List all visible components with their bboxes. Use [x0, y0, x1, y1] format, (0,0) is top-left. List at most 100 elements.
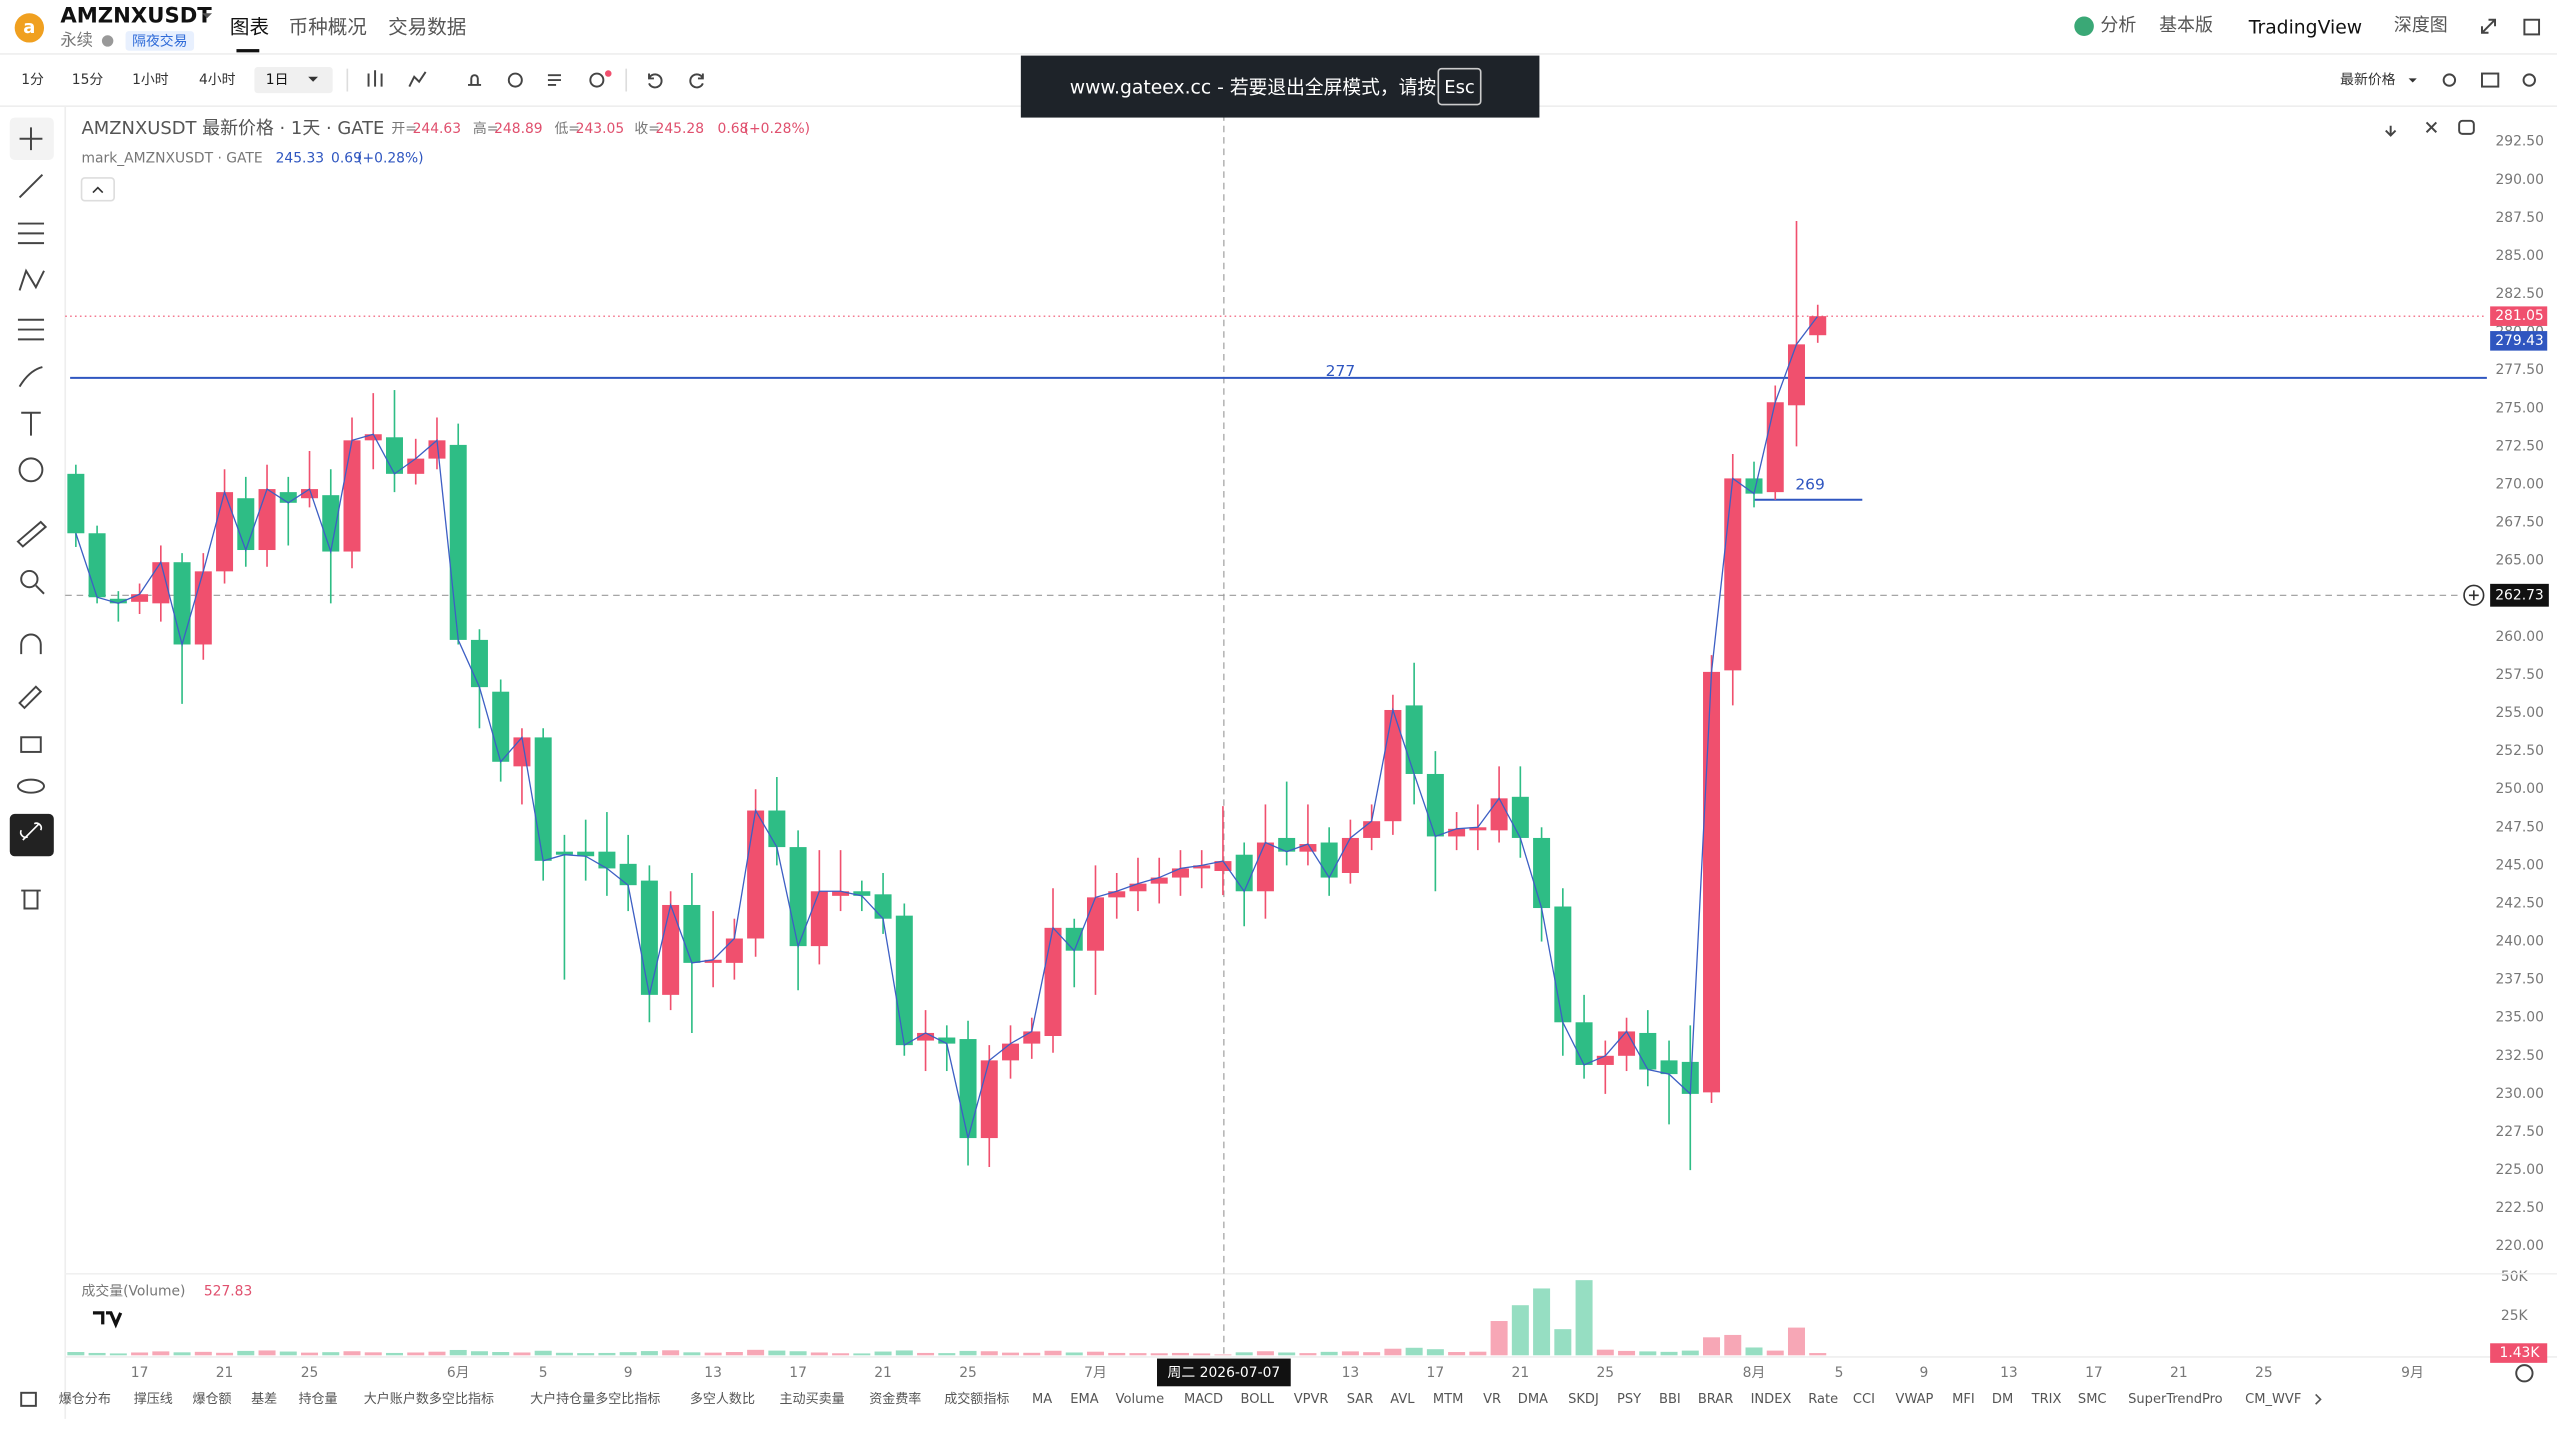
- candle-body: [704, 959, 722, 963]
- y-tick-label: 227.50: [2495, 1124, 2544, 1140]
- indicator-tab[interactable]: 持仓量: [298, 1392, 337, 1407]
- indicator-tab[interactable]: 成交额指标: [944, 1391, 1009, 1407]
- indicator-tab[interactable]: PSY: [1617, 1392, 1641, 1407]
- volume-bar: [747, 1349, 765, 1356]
- x-tick-label: 13: [1342, 1365, 1360, 1381]
- tab[interactable]: 图表: [230, 15, 269, 38]
- indicator-tab[interactable]: SMC: [2078, 1392, 2107, 1407]
- interval-caret[interactable]: [308, 76, 318, 82]
- pane-icon[interactable]: [2458, 119, 2475, 135]
- ohlc-label: 收=: [634, 121, 659, 137]
- indicator-tab[interactable]: DMA: [1518, 1392, 1548, 1407]
- y-tick-label: 237.50: [2495, 972, 2544, 988]
- candle-body: [1766, 402, 1784, 493]
- indicator-tab[interactable]: VR: [1483, 1392, 1501, 1407]
- candle-body: [301, 489, 319, 499]
- volume-bar: [917, 1352, 935, 1356]
- calendar-icon[interactable]: [20, 1391, 37, 1407]
- candle-body: [1405, 705, 1423, 774]
- indicator-tab[interactable]: 爆仓分布: [59, 1392, 111, 1407]
- candle-body: [173, 562, 191, 645]
- price-source[interactable]: 最新价格: [2340, 72, 2396, 88]
- interval[interactable]: 1小时: [132, 72, 169, 88]
- menu-item[interactable]: 深度图: [2394, 15, 2448, 36]
- indicator-tab[interactable]: 大户持仓量多空比指标: [530, 1391, 660, 1407]
- drawing-tools[interactable]: [16, 127, 48, 910]
- tabs-next[interactable]: [2315, 1393, 2322, 1405]
- volume-legend: 成交量(Volume): [82, 1283, 186, 1300]
- volume-bar: [768, 1350, 786, 1356]
- indicator-tab[interactable]: BOLL: [1241, 1392, 1275, 1407]
- indicator-tab[interactable]: INDEX: [1751, 1392, 1792, 1407]
- volume-bar: [407, 1352, 425, 1356]
- interval[interactable]: 15分: [72, 72, 104, 88]
- indicator-tab[interactable]: SAR: [1347, 1392, 1373, 1407]
- analysis-icon[interactable]: [2074, 16, 2094, 37]
- interval[interactable]: 4小时: [199, 72, 236, 88]
- tab[interactable]: 交易数据: [388, 15, 466, 38]
- volume-bar: [67, 1352, 85, 1356]
- window-icon[interactable]: [2523, 18, 2541, 36]
- symbol-caret[interactable]: [202, 13, 212, 19]
- interval[interactable]: 1日: [266, 72, 289, 88]
- volume-bar: [1639, 1351, 1657, 1356]
- y-tick-label: 292.50: [2495, 134, 2544, 150]
- volume-bar: [1002, 1352, 1020, 1356]
- volume-bar: [895, 1350, 913, 1356]
- logo[interactable]: [14, 13, 45, 43]
- toolbar-icons[interactable]: [367, 70, 2536, 89]
- indicator-tab[interactable]: Volume: [1116, 1392, 1164, 1407]
- candle-body: [1639, 1032, 1657, 1070]
- indicator-tab[interactable]: DM: [1992, 1392, 2013, 1407]
- volume-bar: [1065, 1352, 1083, 1356]
- settings-icon[interactable]: [2515, 1364, 2534, 1383]
- indicator-tab[interactable]: MTM: [1433, 1392, 1463, 1407]
- indicator-tab[interactable]: AVL: [1390, 1392, 1415, 1407]
- indicator-tab[interactable]: MACD: [1184, 1392, 1223, 1407]
- indicator-tab[interactable]: MFI: [1952, 1392, 1975, 1407]
- menu-item[interactable]: 基本版: [2159, 15, 2213, 36]
- candle-body: [1150, 877, 1168, 884]
- x-tick-label: 17: [1427, 1365, 1445, 1381]
- indicator-tab[interactable]: 基差: [251, 1392, 277, 1407]
- indicator-tab[interactable]: MA: [1032, 1392, 1052, 1407]
- info-icon[interactable]: [101, 35, 114, 47]
- indicator-tab[interactable]: 资金费率: [869, 1391, 921, 1407]
- candle-body: [768, 810, 786, 848]
- indicator-tab[interactable]: TRIX: [2031, 1392, 2062, 1407]
- x-tick-label: 9: [624, 1365, 633, 1381]
- indicator-tab[interactable]: SuperTrendPro: [2128, 1392, 2223, 1407]
- indicator-tab[interactable]: SKDJ: [1568, 1392, 1599, 1407]
- indicator-tab[interactable]: 主动买卖量: [780, 1392, 845, 1407]
- indicator-tab[interactable]: BBI: [1659, 1392, 1681, 1407]
- indicator-tab[interactable]: VPVR: [1294, 1392, 1329, 1407]
- indicator-tab[interactable]: CCI: [1853, 1392, 1875, 1407]
- volume-bar: [683, 1352, 701, 1356]
- x-tick-label: 21: [1512, 1365, 1530, 1381]
- collapse-icon[interactable]: [92, 186, 104, 194]
- candle-body: [1341, 837, 1359, 873]
- price-source-caret[interactable]: [2408, 78, 2417, 83]
- menu-item[interactable]: TradingView: [2248, 17, 2362, 38]
- candle-body: [725, 938, 743, 963]
- interval[interactable]: 1分: [21, 72, 44, 88]
- menu-item[interactable]: 分析: [2100, 15, 2136, 36]
- indicator-tab[interactable]: Rate: [1808, 1392, 1838, 1407]
- fullscreen-icon[interactable]: [2481, 18, 2497, 34]
- link-tool[interactable]: [19, 822, 43, 841]
- collapse-button[interactable]: [80, 177, 115, 202]
- indicator-tab[interactable]: BRAR: [1698, 1392, 1733, 1407]
- x-tick-label: 17: [789, 1365, 807, 1381]
- indicator-tab[interactable]: VWAP: [1896, 1392, 1934, 1407]
- pane-icons[interactable]: [2385, 121, 2438, 137]
- indicator-tab[interactable]: EMA: [1070, 1392, 1098, 1407]
- volume-bar: [258, 1350, 276, 1356]
- symbol[interactable]: AMZNXUSDT: [60, 2, 212, 27]
- indicator-tab[interactable]: 撑压线: [134, 1392, 173, 1407]
- indicator-tab[interactable]: 爆仓额: [192, 1392, 231, 1407]
- indicator-tab[interactable]: CM_WVF: [2245, 1392, 2301, 1407]
- tab[interactable]: 币种概况: [289, 15, 367, 38]
- indicator-tab[interactable]: 多空人数比: [690, 1391, 755, 1407]
- indicator-tab[interactable]: 大户账户数多空比指标: [364, 1391, 494, 1407]
- volume-bar: [237, 1350, 255, 1356]
